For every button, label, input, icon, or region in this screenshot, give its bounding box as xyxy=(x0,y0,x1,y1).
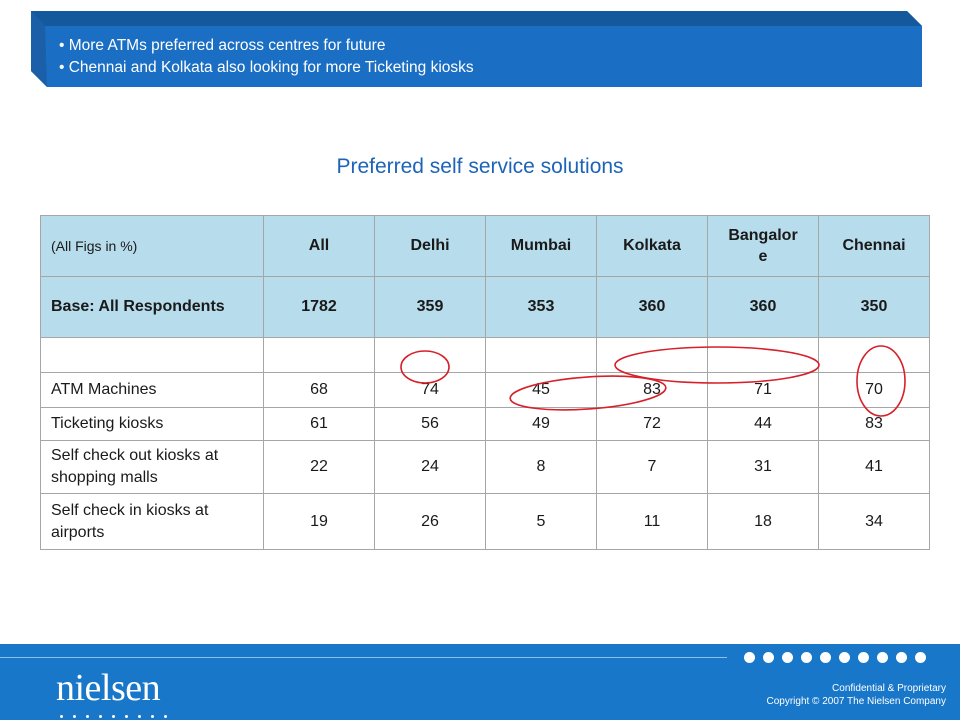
header-cell-mumbai: Mumbai xyxy=(485,215,597,277)
empty-cell xyxy=(485,337,597,373)
value-cell: 41 xyxy=(818,440,930,494)
value-cell: 45 xyxy=(485,372,597,408)
header-cell-delhi: Delhi xyxy=(374,215,486,277)
value-cell: 49 xyxy=(485,407,597,441)
table-row: Self check in kiosks at airports 19 26 5… xyxy=(40,493,930,550)
logo-dot xyxy=(60,715,63,718)
banner-bullet-1: More ATMs preferred across centres for f… xyxy=(59,35,474,57)
base-cell: 353 xyxy=(485,276,597,338)
nielsen-logo: nielsen xyxy=(56,667,161,709)
logo-dot xyxy=(138,715,141,718)
footer-dot-row xyxy=(744,650,934,668)
footer-dot xyxy=(763,652,774,663)
confidential-label: Confidential & Proprietary xyxy=(832,683,946,694)
header-cell-note: (All Figs in %) xyxy=(40,215,264,277)
header-cell-chennai: Chennai xyxy=(818,215,930,277)
value-cell: 44 xyxy=(707,407,819,441)
footer-rule xyxy=(0,657,727,658)
table-header-row: (All Figs in %) All Delhi Mumbai Kolkata… xyxy=(40,215,930,277)
logo-dot xyxy=(164,715,167,718)
value-cell: 34 xyxy=(818,493,930,550)
value-cell: 70 xyxy=(818,372,930,408)
footer-dot xyxy=(782,652,793,663)
table-row: Self check out kiosks at shopping malls … xyxy=(40,440,930,494)
value-cell: 7 xyxy=(596,440,708,494)
header-cell-bangalore: Bangalor e xyxy=(707,215,819,277)
empty-cell xyxy=(374,337,486,373)
footer-bar: nielsen Confidential & Proprietary Copyr… xyxy=(0,644,960,720)
preference-table: (All Figs in %) All Delhi Mumbai Kolkata… xyxy=(40,215,930,550)
logo-dot xyxy=(73,715,76,718)
base-cell: 360 xyxy=(707,276,819,338)
footer-dot xyxy=(896,652,907,663)
value-cell: 26 xyxy=(374,493,486,550)
table-row: Ticketing kiosks 61 56 49 72 44 83 xyxy=(40,407,930,441)
copyright-label: Copyright © 2007 The Nielsen Company xyxy=(766,696,946,707)
footer-dot xyxy=(877,652,888,663)
value-cell: 83 xyxy=(596,372,708,408)
value-cell: 18 xyxy=(707,493,819,550)
value-cell: 71 xyxy=(707,372,819,408)
header-cell-all: All xyxy=(263,215,375,277)
empty-cell xyxy=(596,337,708,373)
row-label: Ticketing kiosks xyxy=(40,407,264,441)
value-cell: 5 xyxy=(485,493,597,550)
value-cell: 22 xyxy=(263,440,375,494)
row-label: ATM Machines xyxy=(40,372,264,408)
base-cell: 359 xyxy=(374,276,486,338)
value-cell: 8 xyxy=(485,440,597,494)
logo-dot xyxy=(99,715,102,718)
table-row: ATM Machines 68 74 45 83 71 70 xyxy=(40,372,930,408)
row-label: Self check in kiosks at airports xyxy=(40,493,264,550)
value-cell: 72 xyxy=(596,407,708,441)
empty-cell xyxy=(707,337,819,373)
value-cell: 11 xyxy=(596,493,708,550)
header-cell-kolkata: Kolkata xyxy=(596,215,708,277)
banner-bullets: More ATMs preferred across centres for f… xyxy=(59,35,474,79)
value-cell: 19 xyxy=(263,493,375,550)
value-cell: 61 xyxy=(263,407,375,441)
value-cell: 68 xyxy=(263,372,375,408)
base-cell: 360 xyxy=(596,276,708,338)
base-cell: 350 xyxy=(818,276,930,338)
value-cell: 56 xyxy=(374,407,486,441)
empty-cell xyxy=(263,337,375,373)
value-cell: 74 xyxy=(374,372,486,408)
value-cell: 31 xyxy=(707,440,819,494)
logo-dots xyxy=(60,705,177,723)
logo-dot xyxy=(86,715,89,718)
footer-dot xyxy=(744,652,755,663)
summary-banner: More ATMs preferred across centres for f… xyxy=(31,11,922,87)
value-cell: 83 xyxy=(818,407,930,441)
footer-dot xyxy=(801,652,812,663)
footer-dot xyxy=(915,652,926,663)
base-cell: 1782 xyxy=(263,276,375,338)
banner-bullet-2: Chennai and Kolkata also looking for mor… xyxy=(59,57,474,79)
empty-cell xyxy=(818,337,930,373)
base-label: Base: All Respondents xyxy=(40,276,264,338)
logo-dot xyxy=(112,715,115,718)
value-cell: 24 xyxy=(374,440,486,494)
footer-dot xyxy=(839,652,850,663)
row-label: Self check out kiosks at shopping malls xyxy=(40,440,264,494)
slide-title: Preferred self service solutions xyxy=(336,155,624,178)
table-spacer-row xyxy=(40,337,930,373)
logo-dot xyxy=(151,715,154,718)
footer-dot xyxy=(858,652,869,663)
table-base-row: Base: All Respondents 1782 359 353 360 3… xyxy=(40,276,930,338)
footer-dot xyxy=(820,652,831,663)
empty-cell xyxy=(40,337,264,373)
logo-dot xyxy=(125,715,128,718)
legal-text: Confidential & Proprietary Copyright © 2… xyxy=(766,682,946,708)
